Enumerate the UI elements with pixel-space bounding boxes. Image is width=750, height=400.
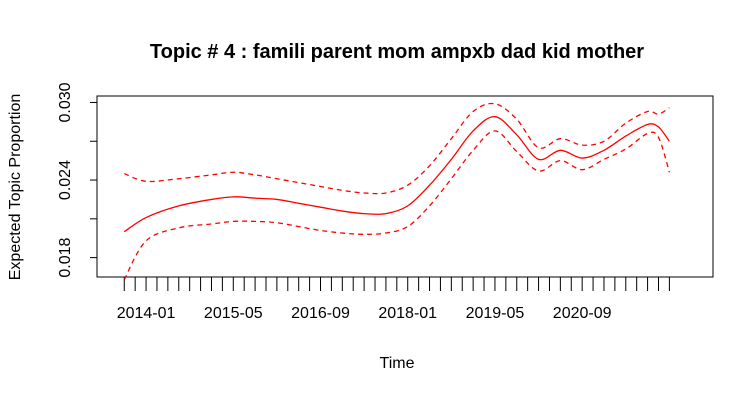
x-tick-label: 2015-05 — [204, 305, 263, 322]
x-axis: 2014-01 2015-05 2016-09 2018-01 2019-05 2020-… — [117, 277, 670, 322]
series-line-mean — [123, 116, 670, 233]
y-tick-label: 0.024 — [57, 160, 74, 200]
y-axis-label: Expected Topic Proportion — [7, 94, 24, 280]
series-line-lower-bound — [123, 130, 671, 280]
chart-title: Topic # 4 : famili parent mom ampxb dad … — [150, 41, 644, 63]
x-tick-label: 2018-01 — [378, 305, 437, 322]
plot-area-frame — [96, 95, 714, 278]
x-tick-label: 2016-09 — [291, 305, 350, 322]
x-tick-label: 2014-01 — [117, 305, 176, 322]
series-line-upper-bound — [124, 102, 670, 195]
y-tick-label: 0.018 — [57, 237, 74, 277]
x-tick-label: 2019-05 — [466, 305, 525, 322]
y-axis: 0.018 0.024 0.030 — [57, 82, 97, 278]
x-tick-label: 2020-09 — [553, 305, 612, 322]
x-axis-label: Time — [380, 355, 415, 372]
series-layer — [123, 102, 671, 280]
y-tick-label: 0.030 — [57, 82, 74, 122]
